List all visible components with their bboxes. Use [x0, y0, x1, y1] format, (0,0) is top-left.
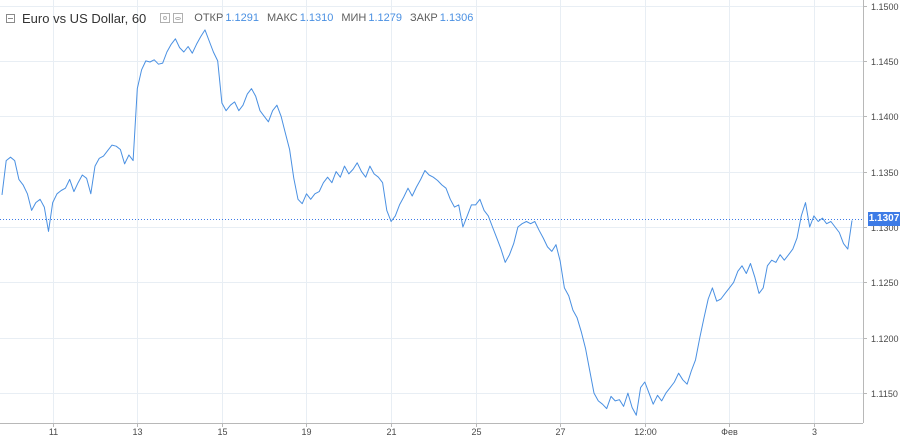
- y-tick-label: 1.1250: [871, 278, 899, 288]
- x-tick-label: 25: [471, 427, 481, 437]
- grid: [0, 0, 863, 423]
- x-tick-label: 19: [301, 427, 311, 437]
- y-tick-label: 1.1150: [871, 389, 898, 399]
- symbol-title: Euro vs US Dollar, 60: [22, 10, 147, 26]
- current-price-badge: 1.1307: [868, 212, 900, 226]
- series-layer: [0, 29, 863, 416]
- collapse-icon[interactable]: [6, 13, 15, 23]
- x-tick-label: 21: [386, 427, 396, 437]
- x-tick-label: 27: [555, 427, 565, 437]
- price-series-line: [1, 29, 853, 416]
- open-value: 1.1291: [225, 12, 259, 24]
- chart-legend: Euro vs US Dollar, 60 ОТКР 1.1291 МАКС 1…: [6, 9, 473, 27]
- x-tick-label: 11: [49, 427, 58, 437]
- y-tick-label: 1.1350: [871, 168, 899, 178]
- y-tick-label: 1.1450: [871, 57, 899, 67]
- high-value: 1.1310: [299, 12, 334, 24]
- y-tick-label: 1.1300: [871, 223, 899, 233]
- x-tick-label: 13: [132, 427, 142, 437]
- high-label: МАКС: [266, 12, 298, 24]
- low-value: 1.1279: [368, 12, 403, 24]
- open-label: ОТКР: [194, 12, 224, 24]
- y-tick-label: 1.1200: [871, 334, 899, 344]
- close-label: ЗАКР: [410, 12, 438, 24]
- low-label: МИН: [341, 12, 367, 24]
- settings-icon[interactable]: [160, 13, 171, 23]
- x-tick-label: 12:00: [634, 427, 657, 437]
- y-tick-label: 1.1400: [871, 112, 899, 122]
- x-tick-label: 15: [217, 427, 227, 437]
- close-value: 1.1306: [439, 12, 474, 24]
- x-tick-label: 3: [812, 427, 817, 437]
- visibility-icon[interactable]: [173, 13, 184, 23]
- y-tick-label: 1.1500: [871, 2, 899, 12]
- x-tick-label: Фев: [721, 427, 738, 437]
